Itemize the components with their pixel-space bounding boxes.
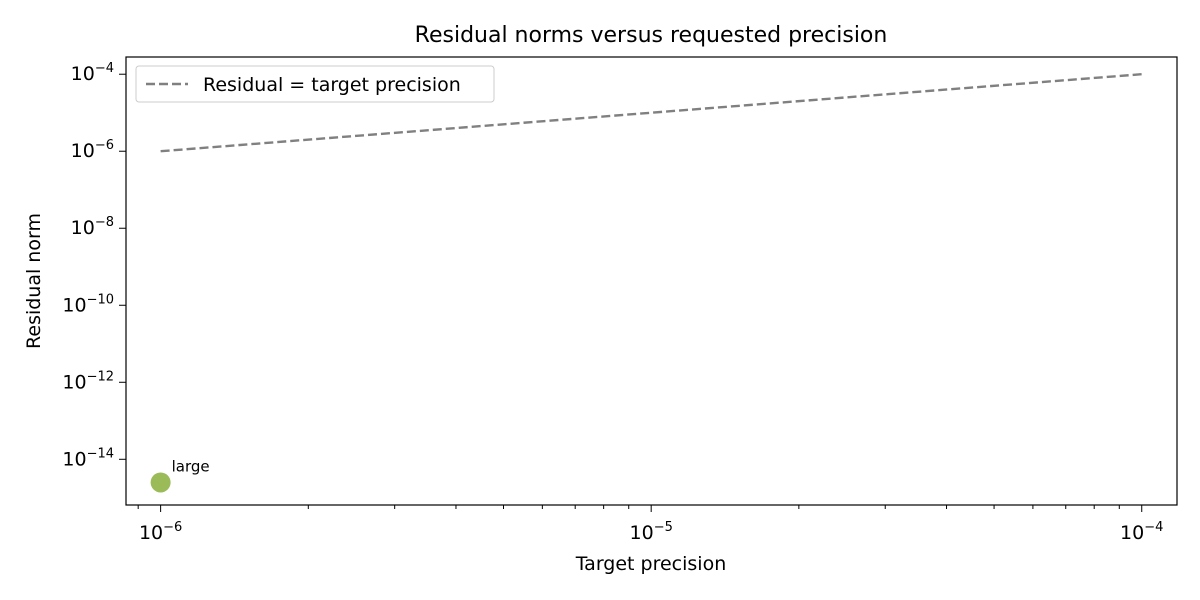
x-tick-label: 10−6 (139, 520, 182, 544)
plot-area (125, 56, 1178, 506)
x-axis-label: Target precision (575, 553, 727, 575)
chart-title: Residual norms versus requested precisio… (415, 23, 888, 48)
legend-box (135, 65, 495, 103)
y-tick-label: 10−8 (71, 215, 114, 239)
x-tick-label: 10−5 (630, 520, 673, 544)
y-tick-label: 10−4 (71, 61, 114, 85)
y-tick-label: 10−14 (62, 446, 114, 470)
legend: Residual = target precision (135, 65, 495, 103)
point-annotation: large (172, 457, 210, 475)
x-axis: 10−6 10−5 10−4 (137, 505, 1163, 544)
y-tick-label: 10−10 (62, 292, 114, 316)
y-tick-label: 10−6 (71, 138, 114, 162)
data-points: large (150, 457, 210, 493)
y-tick-label: 10−12 (62, 369, 114, 393)
data-point (150, 472, 171, 493)
legend-label: Residual = target precision (203, 74, 461, 96)
y-axis-label: Residual norm (23, 213, 45, 349)
x-tick-label: 10−4 (1120, 520, 1163, 544)
y-axis: 10−4 10−6 10−8 10−10 10−12 10−14 (62, 61, 126, 470)
reference-line (160, 73, 1142, 153)
